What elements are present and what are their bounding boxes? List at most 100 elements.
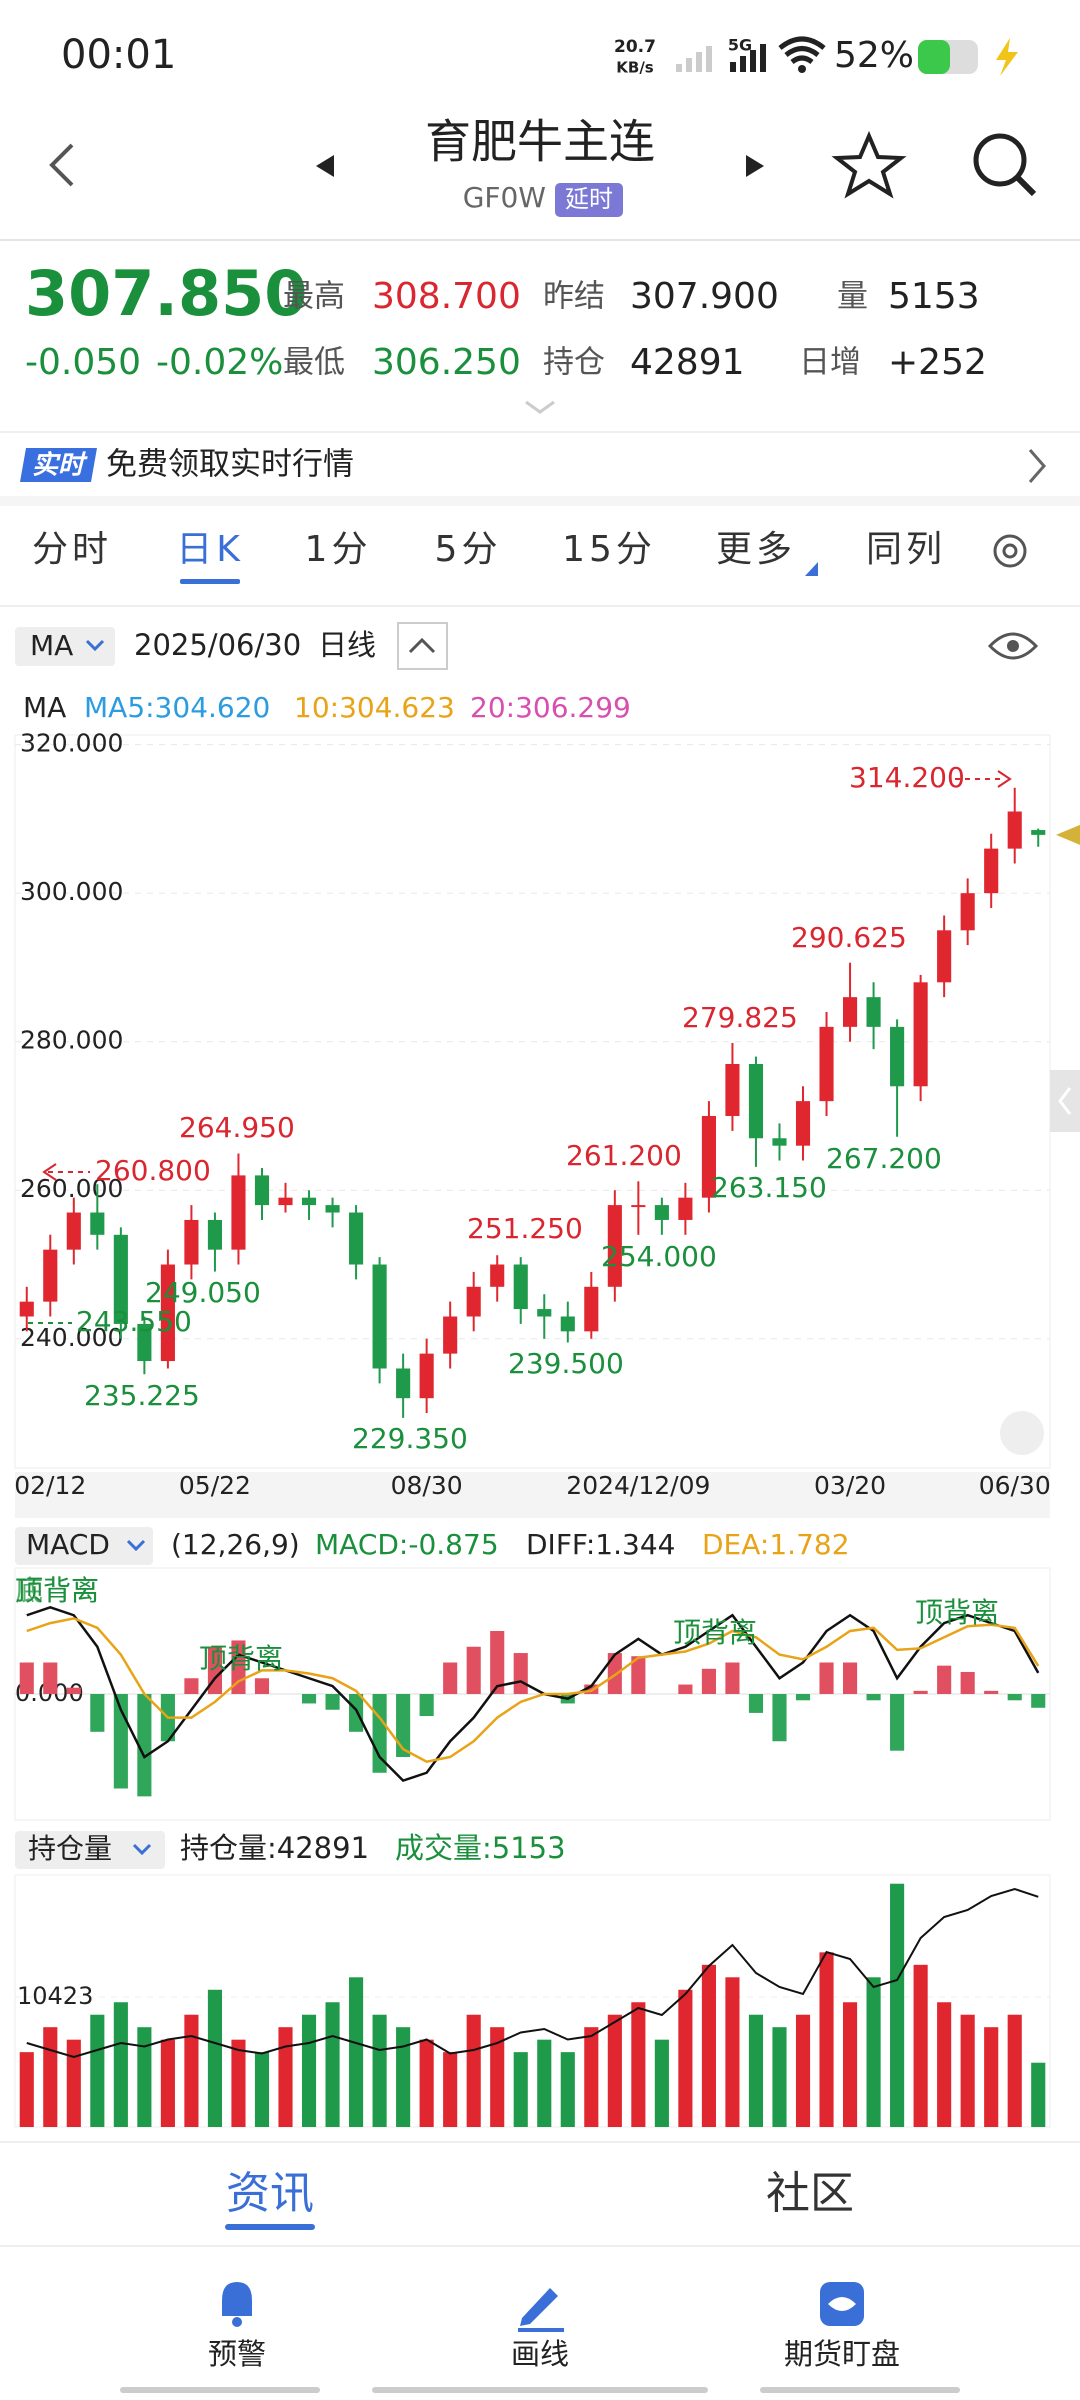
nav-label[interactable]: 预警	[208, 2337, 266, 2371]
x-tick-label: 05/22	[179, 1471, 251, 1500]
bottom-tab[interactable]: 社区	[766, 2168, 854, 2219]
panel-selector[interactable]	[15, 1831, 165, 1869]
macd-bar	[184, 1678, 199, 1694]
macd-bar	[913, 1690, 928, 1694]
macd-line	[26, 1617, 1040, 1764]
candle-body	[66, 1212, 81, 1250]
period-tab[interactable]: 同列	[866, 529, 946, 570]
period-tab[interactable]: 分时	[32, 529, 112, 570]
divider	[0, 496, 1080, 506]
candle-body	[301, 1197, 317, 1206]
candle-body	[748, 1063, 764, 1139]
candle-body	[937, 930, 952, 983]
macd-bar	[678, 1684, 693, 1694]
volume-bar	[419, 2039, 434, 2127]
period-tab[interactable]: 5分	[435, 529, 502, 570]
volume-bar	[113, 2002, 128, 2127]
alert-icon-dot	[232, 2317, 242, 2327]
draw-icon[interactable]	[520, 2288, 558, 2326]
status-time: 00:01	[61, 32, 176, 78]
indicator-name: MA	[30, 629, 73, 662]
alert-icon[interactable]	[222, 2282, 252, 2316]
banner-chevron[interactable]	[1028, 449, 1046, 483]
back-button[interactable]	[49, 143, 74, 187]
macd-bar	[90, 1694, 105, 1732]
ma-legend-item: MA5:304.620	[84, 691, 270, 724]
settings-button[interactable]	[993, 534, 1027, 568]
candle-body	[1031, 830, 1046, 835]
volume-bar	[772, 2027, 787, 2127]
period-tab[interactable]: 1分	[305, 529, 372, 570]
fullscreen-button[interactable]	[1000, 1411, 1044, 1455]
price-annotation: 229.350	[352, 1422, 468, 1455]
quote-fields: 最高 308.700 昨结 307.900 量 5153 最低 306.250 持仓 42891 日…	[283, 276, 987, 383]
wifi-dot	[798, 65, 806, 73]
collapse-button[interactable]	[397, 622, 448, 670]
volume-bar	[890, 1883, 905, 2127]
price-annotation: 263.150	[711, 1171, 827, 1204]
eye-button[interactable]	[987, 632, 1039, 660]
prev-contract[interactable]	[316, 155, 334, 177]
volume-bar	[937, 2002, 952, 2127]
period-tab[interactable]: 日K	[176, 529, 244, 570]
expand-quote[interactable]	[525, 400, 555, 414]
macd-bar	[890, 1694, 905, 1751]
period-tab[interactable]: 更多	[716, 529, 796, 570]
candle-body	[654, 1205, 669, 1220]
nav-label[interactable]: 画线	[511, 2337, 569, 2371]
net-speed: 20.7	[614, 37, 656, 57]
volume-bar	[43, 2027, 58, 2127]
x-tick-label: 03/20	[814, 1471, 886, 1500]
network: 5G	[728, 36, 752, 55]
volume-bar	[513, 2052, 528, 2127]
volume-bar	[1031, 2062, 1046, 2127]
banner-text[interactable]: 免费领取实时行情	[106, 447, 354, 483]
wifi-icon	[778, 36, 826, 65]
volume-bar	[231, 2039, 246, 2127]
y-tick-label: 320.000	[20, 729, 123, 758]
candle-body	[631, 1205, 646, 1208]
indicator-selector[interactable]	[15, 627, 115, 666]
next-contract[interactable]	[746, 155, 764, 177]
panel-selector[interactable]	[15, 1527, 153, 1565]
candle-body	[843, 997, 858, 1027]
price-annotation: 251.250	[467, 1212, 583, 1245]
candle-body	[372, 1264, 387, 1369]
volume-bar	[748, 2014, 764, 2127]
volume-bar	[396, 2027, 411, 2127]
last-price-marker	[1056, 824, 1080, 845]
price-annotation: 314.200	[849, 761, 965, 794]
dropdown-icon	[132, 1843, 152, 1856]
price-annotation: 279.825	[682, 1001, 798, 1034]
quote-value: 5153	[888, 276, 980, 317]
candle-body	[890, 1026, 905, 1087]
search-button[interactable]	[973, 133, 1027, 187]
nav-label[interactable]: 期货盯盘	[784, 2337, 900, 2371]
volume-bar	[66, 2039, 81, 2127]
charts: 240.000 260.000 280.000 300.000 320.000 02/12…	[14, 729, 1080, 2127]
annotation-arrowhead	[997, 770, 1012, 788]
macd-bar	[819, 1662, 834, 1694]
macd-legend-item: DIFF:1.344	[526, 1528, 675, 1561]
price-annotation: 290.625	[791, 921, 907, 954]
net-unit: KB/s	[616, 59, 654, 77]
candle-body	[184, 1219, 199, 1265]
chart-date: 2025/06/30	[134, 628, 301, 662]
candle-body	[419, 1353, 434, 1399]
side-handle[interactable]	[1050, 1070, 1080, 1132]
ma-legend-item: 20:306.299	[470, 691, 631, 724]
candle-body	[701, 1115, 716, 1198]
favorite-button[interactable]	[831, 130, 907, 199]
quote-value: 308.700	[372, 276, 521, 317]
macd-bar	[325, 1694, 340, 1710]
macd-bar	[419, 1694, 434, 1717]
volume-bar	[254, 2052, 270, 2127]
x-tick-label: 06/30	[979, 1471, 1051, 1500]
candle-body	[466, 1286, 481, 1317]
period-tab[interactable]: 15分	[562, 529, 656, 570]
bottom-tab[interactable]: 资讯	[226, 2168, 314, 2219]
divergence-label: 顶背离	[915, 1596, 999, 1629]
volume-bar	[443, 2052, 458, 2127]
candle-body	[207, 1219, 222, 1250]
candle-body	[607, 1205, 622, 1287]
